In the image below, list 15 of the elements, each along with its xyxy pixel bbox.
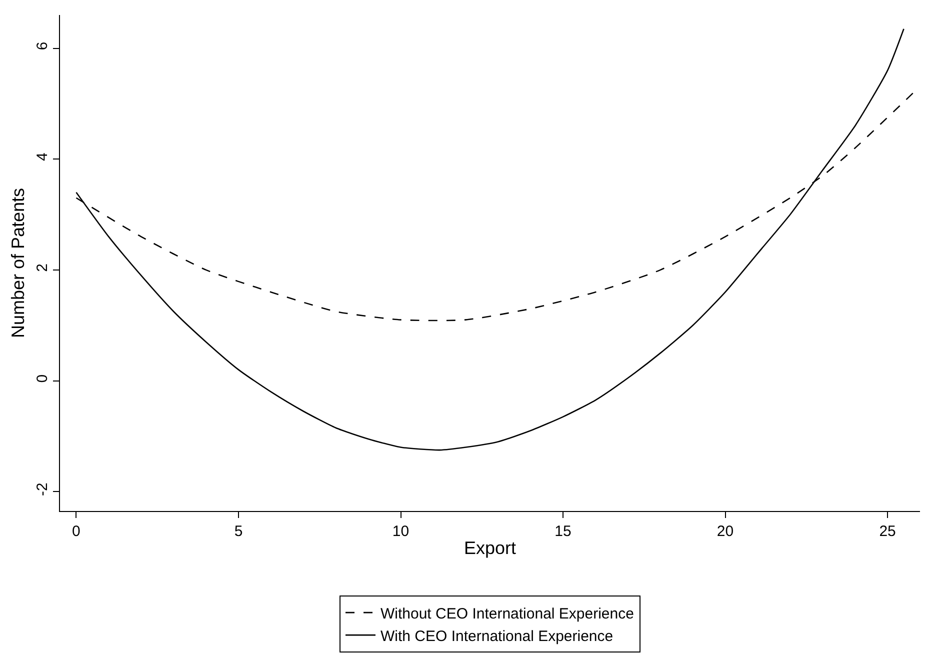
legend-label: Without CEO International Experience (380, 605, 634, 622)
y-tick-label: 2 (34, 264, 51, 272)
y-tick-label: 4 (34, 152, 51, 162)
x-tick-label: 0 (72, 523, 80, 540)
y-tick-label: 6 (34, 42, 51, 50)
x-tick-label: 25 (879, 523, 896, 540)
x-tick-label: 15 (554, 523, 572, 540)
x-axis-title: Export (464, 538, 516, 558)
legend-label: With CEO International Experience (380, 628, 614, 645)
x-tick-label: 5 (234, 523, 243, 540)
y-axis-title: Number of Patents (8, 188, 28, 338)
x-tick-label: 20 (716, 523, 734, 540)
y-tick-label: -2 (34, 482, 51, 496)
y-tick-label: 0 (34, 374, 51, 383)
x-tick-label: 10 (392, 523, 410, 540)
